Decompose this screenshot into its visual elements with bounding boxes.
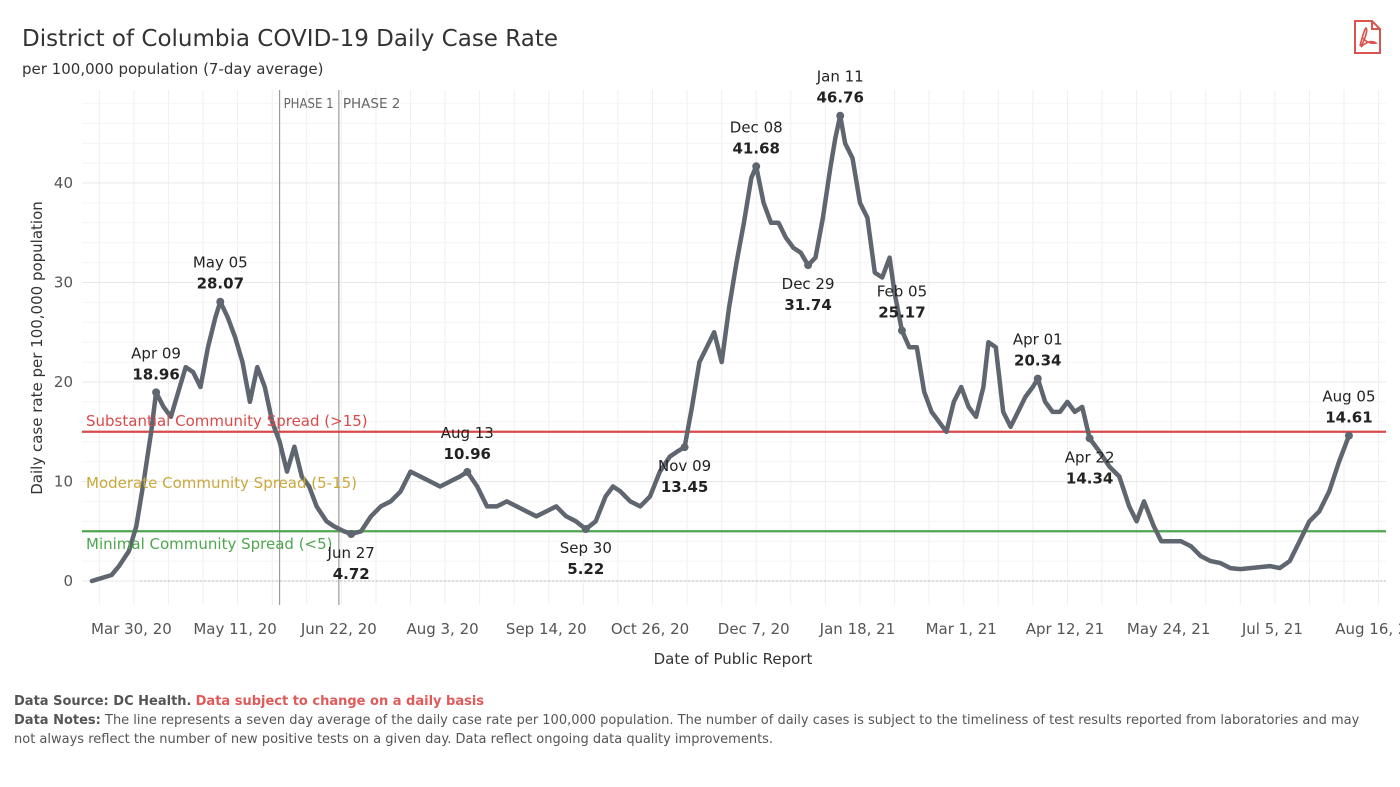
y-tick-label: 10 [54, 473, 73, 491]
annotation-point [1033, 374, 1042, 383]
threshold-lines [82, 430, 1386, 533]
annotation-point [152, 388, 161, 397]
data-notes-text: The line represents a seven day average … [14, 713, 1360, 747]
annotation-date: Dec 29 [782, 275, 835, 293]
x-tick-label: Dec 7, 20 [718, 620, 790, 638]
y-axis-label: Daily case rate per 100,000 population [28, 201, 46, 495]
x-tick-label: May 11, 20 [193, 620, 277, 638]
annotation-value: 4.72 [333, 565, 370, 583]
annotation-value: 10.96 [444, 445, 491, 463]
y-tick-label: 40 [54, 174, 73, 192]
annotation-point [581, 525, 590, 534]
annotation-point [836, 111, 845, 120]
x-axis: Mar 30, 20 May 11, 20 Jun 22, 20 Aug 3, 20 S… [91, 620, 1400, 638]
annotation-point [680, 443, 689, 452]
annotations: Substantial Community Spread (>15) Modera… [86, 68, 1376, 583]
data-source-label: Data Source: DC Health. [14, 694, 192, 709]
threshold-label: Substantial Community Spread (>15) [86, 412, 368, 430]
phase-label: PHASE 1 [284, 96, 334, 112]
pdf-icon[interactable] [1352, 20, 1382, 54]
annotation-value: 5.22 [567, 560, 604, 578]
x-tick-label: Jun 22, 20 [300, 620, 377, 638]
chart-subtitle: per 100,000 population (7-day average) [22, 60, 324, 78]
data-source: Data Source: DC Health. Data subject to … [14, 692, 1384, 711]
annotation-date: Aug 05 [1322, 388, 1375, 406]
y-tick-label: 20 [54, 373, 73, 391]
annotation-date: Dec 08 [730, 118, 783, 136]
x-tick-label: Aug 3, 20 [406, 620, 478, 638]
annotation-value: 46.76 [816, 89, 863, 107]
annotation-date: Apr 01 [1013, 331, 1063, 349]
annotation-value: 31.74 [784, 296, 831, 314]
annotation-point [804, 261, 813, 270]
x-tick-label: Jul 5, 21 [1241, 620, 1303, 638]
annotation-value: 18.96 [132, 365, 179, 383]
annotation-point [1085, 434, 1094, 443]
annotation-date: Jun 27 [327, 544, 375, 562]
annotation-value: 14.61 [1325, 409, 1372, 427]
x-tick-label: Mar 30, 20 [91, 620, 172, 638]
annotation-point [463, 467, 472, 476]
chart-title: District of Columbia COVID-19 Daily Case… [22, 26, 559, 52]
annotation-value: 14.34 [1066, 469, 1113, 487]
annotation-point [752, 162, 761, 171]
y-tick-label: 0 [63, 572, 73, 590]
x-tick-label: Aug 16, 21 [1335, 620, 1400, 638]
data-notes-label: Data Notes: [14, 713, 101, 728]
annotation-point [347, 530, 356, 539]
x-tick-label: Jan 18, 21 [819, 620, 896, 638]
annotation-date: Aug 13 [441, 424, 494, 442]
phase-label: PHASE 2 [343, 96, 401, 112]
threshold-label: Moderate Community Spread (5-15) [86, 474, 357, 492]
data-notes: Data Notes: The line represents a seven … [14, 711, 1384, 749]
annotation-date: Apr 22 [1065, 448, 1115, 466]
grid [82, 90, 1386, 605]
annotation-point [1344, 431, 1353, 440]
annotation-date: Feb 05 [877, 283, 927, 301]
annotation-date: Apr 09 [131, 344, 181, 362]
x-tick-label: Sep 14, 20 [506, 620, 587, 638]
annotation-point [897, 326, 906, 335]
annotation-date: Nov 09 [658, 457, 711, 475]
threshold-label: Minimal Community Spread (<5) [86, 535, 333, 553]
annotation-value: 28.07 [197, 275, 244, 293]
x-tick-label: Oct 26, 20 [611, 620, 689, 638]
annotation-value: 25.17 [878, 304, 925, 322]
annotation-date: Jan 11 [816, 68, 864, 86]
footer: Data Source: DC Health. Data subject to … [14, 692, 1384, 749]
plot-area [82, 90, 1386, 605]
annotation-value: 41.68 [733, 139, 780, 157]
x-tick-label: May 24, 21 [1127, 620, 1211, 638]
line-chart: PHASE 1 PHASE 2 0 10 20 30 40 Mar 30, 20 May 1… [28, 68, 1400, 668]
data-warning: Data subject to change on a daily basis [195, 694, 485, 709]
annotation-value: 13.45 [661, 478, 708, 496]
annotation-point [216, 297, 225, 306]
case-rate-line [89, 113, 1352, 584]
phase-markers: PHASE 1 PHASE 2 [278, 90, 401, 605]
y-axis: 0 10 20 30 40 [54, 174, 1386, 590]
series [89, 113, 1352, 584]
x-axis-label: Date of Public Report [654, 650, 813, 668]
annotation-value: 20.34 [1014, 352, 1061, 370]
x-tick-label: Apr 12, 21 [1026, 620, 1104, 638]
annotation-date: Sep 30 [560, 539, 612, 557]
annotation-date: May 05 [193, 254, 248, 272]
x-tick-label: Mar 1, 21 [926, 620, 997, 638]
y-tick-label: 30 [54, 274, 73, 292]
